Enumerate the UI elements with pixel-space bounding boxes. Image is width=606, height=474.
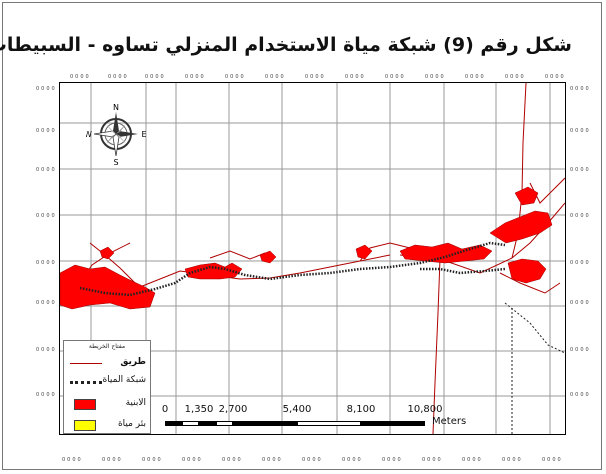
compass-south: S	[113, 158, 118, 166]
coordinate-tick-label: 0 0 0 0	[570, 300, 589, 306]
scale-label: 8,100	[346, 404, 376, 415]
scale-unit: Meters	[432, 416, 467, 427]
coordinate-tick-label: 0 0 0 0	[185, 74, 204, 80]
water-network	[79, 241, 506, 297]
road-line-icon	[70, 363, 102, 364]
scale-segment	[182, 421, 199, 426]
legend-label: بئر مياة	[117, 419, 146, 429]
legend-item-water-well: بئر مياة	[68, 419, 148, 433]
coordinate-tick-label: 0 0 0 0	[465, 74, 484, 80]
legend-item-water-network: شبكة المياة	[68, 375, 148, 389]
coordinate-tick-label: 0 0 0 0	[570, 392, 589, 398]
scale-segment	[233, 421, 297, 426]
yellow-swatch-icon	[74, 420, 96, 431]
coordinate-tick-label: 0 0 0 0	[570, 260, 589, 266]
scale-segment	[361, 421, 425, 426]
building-cluster	[399, 242, 493, 264]
scale-label: 2,700	[218, 404, 248, 415]
legend-title: مفتاح الخريطة	[88, 343, 126, 350]
coordinate-tick-label: 0 0 0 0	[570, 128, 589, 134]
coordinate-tick-label: 0 0 0 0	[382, 457, 401, 463]
legend-label: طريق	[120, 357, 146, 367]
coordinate-tick-label: 0 0 0 0	[542, 457, 561, 463]
coordinate-tick-label: 0 0 0 0	[570, 167, 589, 173]
coordinate-tick-label: 0 0 0 0	[305, 74, 324, 80]
map-svg	[59, 82, 566, 435]
coordinate-tick-label: 0 0 0 0	[462, 457, 481, 463]
map-frame	[2, 2, 602, 470]
map-legend: مفتاح الخريطة طريق شبكة المياة الابنية ب…	[63, 340, 151, 434]
coordinate-tick-label: 0 0 0 0	[345, 74, 364, 80]
coordinate-tick-label: 0 0 0 0	[36, 300, 55, 306]
building-cluster	[259, 250, 277, 264]
coordinate-tick-label: 0 0 0 0	[36, 347, 55, 353]
compass-east: E	[141, 130, 146, 139]
coordinate-tick-label: 0 0 0 0	[145, 74, 164, 80]
road	[504, 302, 566, 354]
compass-rose: N S W E	[84, 102, 146, 167]
scale-label: 5,400	[282, 404, 312, 415]
coordinate-tick-label: 0 0 0 0	[342, 457, 361, 463]
water-main	[79, 241, 506, 297]
coordinate-tick-label: 0 0 0 0	[182, 457, 201, 463]
coordinate-tick-label: 0 0 0 0	[302, 457, 321, 463]
building-cluster	[489, 210, 553, 244]
coordinate-tick-label: 0 0 0 0	[142, 457, 161, 463]
coordinate-tick-label: 0 0 0 0	[62, 457, 81, 463]
map-title: شكل رقم (9) شبكة مياة الاستخدام المنزلي …	[0, 34, 572, 56]
coordinate-tick-label: 0 0 0 0	[225, 74, 244, 80]
coordinate-tick-label: 0 0 0 0	[505, 74, 524, 80]
coordinate-tick-label: 0 0 0 0	[36, 392, 55, 398]
coordinate-tick-label: 0 0 0 0	[36, 167, 55, 173]
building-cluster	[514, 186, 539, 206]
scale-label: 0	[161, 404, 169, 415]
scale-segment	[199, 421, 216, 426]
dotted-line-icon	[70, 381, 102, 384]
legend-label: شبكة المياة	[102, 375, 146, 385]
coordinate-tick-label: 0 0 0 0	[385, 74, 404, 80]
coordinate-tick-label: 0 0 0 0	[570, 213, 589, 219]
coordinate-tick-label: 0 0 0 0	[36, 128, 55, 134]
building-cluster	[507, 258, 547, 284]
scale-segment	[297, 421, 361, 426]
coordinate-tick-label: 0 0 0 0	[108, 74, 127, 80]
coordinate-tick-label: 0 0 0 0	[36, 213, 55, 219]
compass-west: W	[86, 130, 92, 139]
road	[499, 272, 561, 294]
scale-segment	[216, 421, 233, 426]
coordinate-tick-label: 0 0 0 0	[36, 260, 55, 266]
coordinate-tick-label: 0 0 0 0	[265, 74, 284, 80]
coordinate-tick-label: 0 0 0 0	[36, 86, 55, 92]
legend-label: الابنية	[125, 398, 146, 408]
coordinate-tick-label: 0 0 0 0	[70, 74, 89, 80]
scale-segment	[165, 421, 182, 426]
coordinate-tick-label: 0 0 0 0	[570, 347, 589, 353]
red-swatch-icon	[74, 399, 96, 410]
scale-label: 1,350	[184, 404, 214, 415]
compass-north: N	[113, 103, 119, 112]
coordinate-tick-label: 0 0 0 0	[570, 86, 589, 92]
road	[209, 250, 266, 260]
compass-icon: N S W E	[84, 103, 146, 167]
legend-item-buildings: الابنية	[68, 398, 148, 412]
building-cluster	[99, 246, 115, 260]
coordinate-tick-label: 0 0 0 0	[502, 457, 521, 463]
coordinate-tick-label: 0 0 0 0	[425, 74, 444, 80]
road	[432, 258, 441, 435]
building-cluster	[355, 244, 373, 260]
scale-bar: 0 1,350 2,700 5,400 8,100 10,800	[161, 404, 443, 432]
graticule	[60, 83, 565, 434]
scale-label: 10,800	[407, 404, 443, 415]
coordinate-tick-label: 0 0 0 0	[262, 457, 281, 463]
water-main	[420, 267, 506, 275]
legend-item-road: طريق	[68, 357, 148, 371]
coordinate-tick-label: 0 0 0 0	[545, 74, 564, 80]
coordinate-tick-label: 0 0 0 0	[222, 457, 241, 463]
coordinate-tick-label: 0 0 0 0	[422, 457, 441, 463]
building-cluster	[59, 264, 156, 310]
building-cluster	[184, 262, 243, 280]
coordinate-tick-label: 0 0 0 0	[102, 457, 121, 463]
buildings	[59, 186, 553, 310]
